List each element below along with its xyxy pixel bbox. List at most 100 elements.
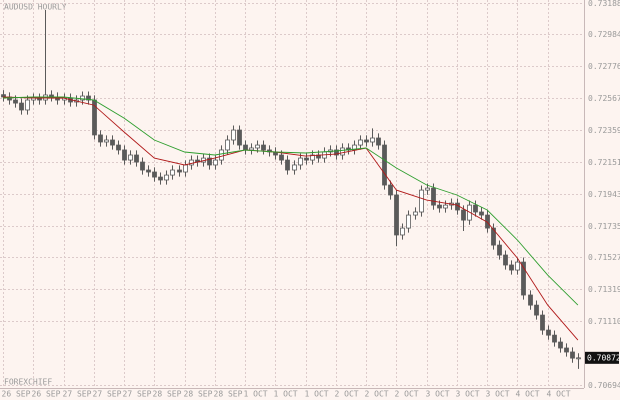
y-tick-label: 0.72151 bbox=[588, 158, 620, 167]
candle-body bbox=[225, 139, 230, 151]
candle-body bbox=[292, 164, 297, 171]
x-tick-label: 28 SEP bbox=[184, 390, 213, 399]
y-tick-label: 0.73188 bbox=[588, 0, 620, 8]
candle-body bbox=[170, 169, 175, 176]
candle-body bbox=[400, 227, 405, 236]
moving-average-line bbox=[2, 96, 579, 306]
x-tick-label: 26 SEP bbox=[2, 390, 31, 399]
x-tick-label: 4 OCT bbox=[516, 390, 540, 399]
last-price-label: 0.70872 bbox=[587, 353, 620, 362]
candle-body bbox=[86, 95, 91, 101]
x-tick-label: 3 OCT bbox=[486, 390, 510, 399]
candle-body bbox=[570, 351, 575, 359]
candle-body bbox=[237, 129, 242, 146]
candle-body bbox=[134, 154, 139, 163]
candle-body bbox=[528, 294, 533, 306]
candle-body bbox=[431, 187, 436, 206]
candle-body bbox=[183, 164, 188, 173]
x-tick-label: 27 SEP bbox=[63, 390, 92, 399]
x-tick-label: 4 OCT bbox=[547, 390, 571, 399]
x-tick-label: 1 OCT bbox=[274, 390, 298, 399]
candle-body bbox=[437, 204, 442, 209]
y-tick-label: 0.71735 bbox=[588, 222, 620, 231]
x-tick-label: 26 SEP bbox=[32, 390, 61, 399]
candle-body bbox=[164, 174, 169, 181]
candle-body bbox=[146, 169, 151, 173]
candle-body bbox=[13, 99, 18, 104]
x-tick-label: 3 OCT bbox=[426, 390, 450, 399]
candle-body bbox=[394, 194, 399, 236]
candle-body bbox=[540, 314, 545, 331]
candle-body bbox=[152, 171, 157, 178]
candle-body bbox=[388, 184, 393, 196]
x-tick-label: 1 OCT bbox=[244, 390, 268, 399]
candle-body bbox=[231, 129, 236, 141]
candle-body bbox=[80, 95, 85, 101]
x-tick-label: 28 SEP bbox=[153, 390, 182, 399]
x-tick-label: 1 OCT bbox=[305, 390, 329, 399]
chart-title: AUDUSD HOURLY bbox=[4, 3, 67, 12]
candle-body bbox=[19, 102, 24, 111]
x-tick-label: 27 SEP bbox=[123, 390, 152, 399]
y-tick-label: 0.71943 bbox=[588, 190, 620, 199]
candle-body bbox=[479, 211, 484, 216]
candle-body bbox=[534, 304, 539, 316]
candle-body bbox=[285, 159, 290, 171]
candle-body bbox=[358, 139, 363, 146]
candle-body bbox=[473, 204, 478, 213]
candle-body bbox=[304, 157, 309, 161]
candle-body bbox=[249, 147, 254, 151]
candle-body bbox=[364, 139, 369, 143]
candle-body bbox=[443, 204, 448, 209]
candle-body bbox=[213, 159, 218, 166]
candle-body bbox=[122, 149, 127, 161]
x-tick-label: 2 OCT bbox=[395, 390, 419, 399]
candle-body bbox=[43, 94, 48, 101]
candle-body bbox=[298, 157, 303, 166]
candle-body bbox=[376, 137, 381, 146]
y-tick-label: 0.72359 bbox=[588, 126, 620, 135]
y-tick-label: 0.71527 bbox=[588, 253, 620, 262]
candle-body bbox=[116, 144, 121, 151]
y-tick-label: 0.70694 bbox=[588, 381, 620, 390]
candle-body bbox=[279, 154, 284, 161]
candle-body bbox=[491, 227, 496, 246]
candle-body bbox=[552, 334, 557, 343]
candle-body bbox=[261, 144, 266, 151]
moving-average-line bbox=[2, 96, 579, 341]
candle-body bbox=[515, 261, 520, 271]
candle-body bbox=[419, 189, 424, 213]
candle-body bbox=[255, 144, 260, 149]
candle-body bbox=[497, 244, 502, 256]
candle-body bbox=[310, 154, 315, 161]
last-price-box bbox=[585, 351, 619, 364]
candle-body bbox=[243, 144, 248, 151]
candle-body bbox=[558, 341, 563, 349]
y-tick-label: 0.71319 bbox=[588, 285, 620, 294]
candle-body bbox=[546, 329, 551, 336]
candle-body bbox=[406, 214, 411, 229]
watermark: FOREXCHIEF bbox=[4, 378, 52, 387]
x-tick-label: 28 SEP bbox=[214, 390, 243, 399]
x-tick-label: 2 OCT bbox=[335, 390, 359, 399]
candle-body bbox=[576, 357, 581, 360]
candle-body bbox=[207, 157, 212, 166]
candle-body bbox=[340, 147, 345, 156]
x-tick-label: 2 OCT bbox=[365, 390, 389, 399]
candle-body bbox=[140, 161, 145, 171]
y-tick-label: 0.72567 bbox=[588, 94, 620, 103]
y-tick-label: 0.71110 bbox=[588, 317, 620, 326]
candle-body bbox=[219, 149, 224, 161]
candle-body bbox=[382, 144, 387, 186]
y-tick-label: 0.72984 bbox=[588, 30, 620, 39]
candle-body bbox=[509, 264, 514, 271]
candle-body bbox=[104, 139, 109, 143]
candle-body bbox=[370, 137, 375, 143]
candle-body bbox=[158, 176, 163, 181]
x-tick-label: 3 OCT bbox=[456, 390, 480, 399]
candle-body bbox=[564, 347, 569, 353]
candle-body bbox=[177, 169, 182, 173]
